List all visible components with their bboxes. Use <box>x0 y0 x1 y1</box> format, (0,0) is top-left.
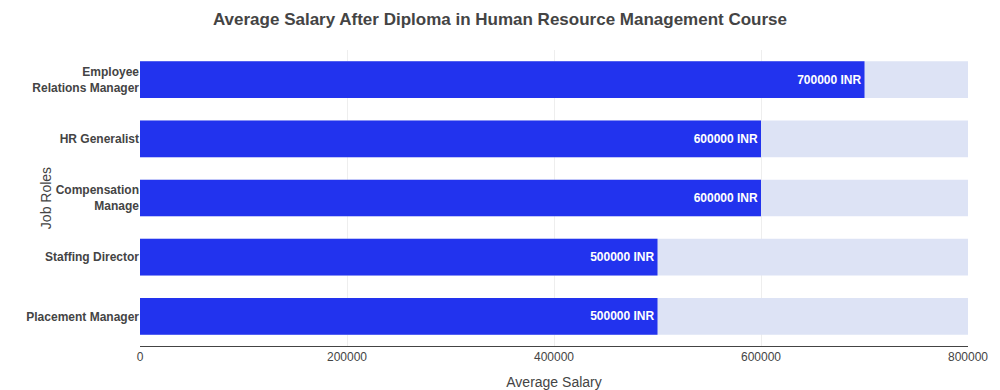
svg-text:600000 INR: 600000 INR <box>694 132 758 146</box>
svg-text:600000: 600000 <box>741 350 781 364</box>
svg-text:EmployeeRelations Manager: EmployeeRelations Manager <box>32 65 139 95</box>
svg-text:200000: 200000 <box>327 350 367 364</box>
svg-text:800000: 800000 <box>948 350 988 364</box>
svg-text:500000 INR: 500000 INR <box>590 309 654 323</box>
svg-text:700000 INR: 700000 INR <box>797 73 861 87</box>
svg-text:Placement Manager: Placement Manager <box>26 310 139 324</box>
svg-text:400000: 400000 <box>534 350 574 364</box>
svg-text:HR Generalist: HR Generalist <box>60 132 139 146</box>
svg-text:0: 0 <box>137 350 144 364</box>
svg-text:Average Salary: Average Salary <box>506 374 601 390</box>
svg-text:CompensationManage: CompensationManage <box>56 183 140 213</box>
svg-text:500000 INR: 500000 INR <box>590 250 654 264</box>
svg-text:600000 INR: 600000 INR <box>694 191 758 205</box>
svg-text:Job Roles: Job Roles <box>38 167 54 229</box>
svg-text:Average Salary After Diploma i: Average Salary After Diploma in Human Re… <box>213 10 787 29</box>
svg-text:Staffing Director: Staffing Director <box>45 250 139 264</box>
